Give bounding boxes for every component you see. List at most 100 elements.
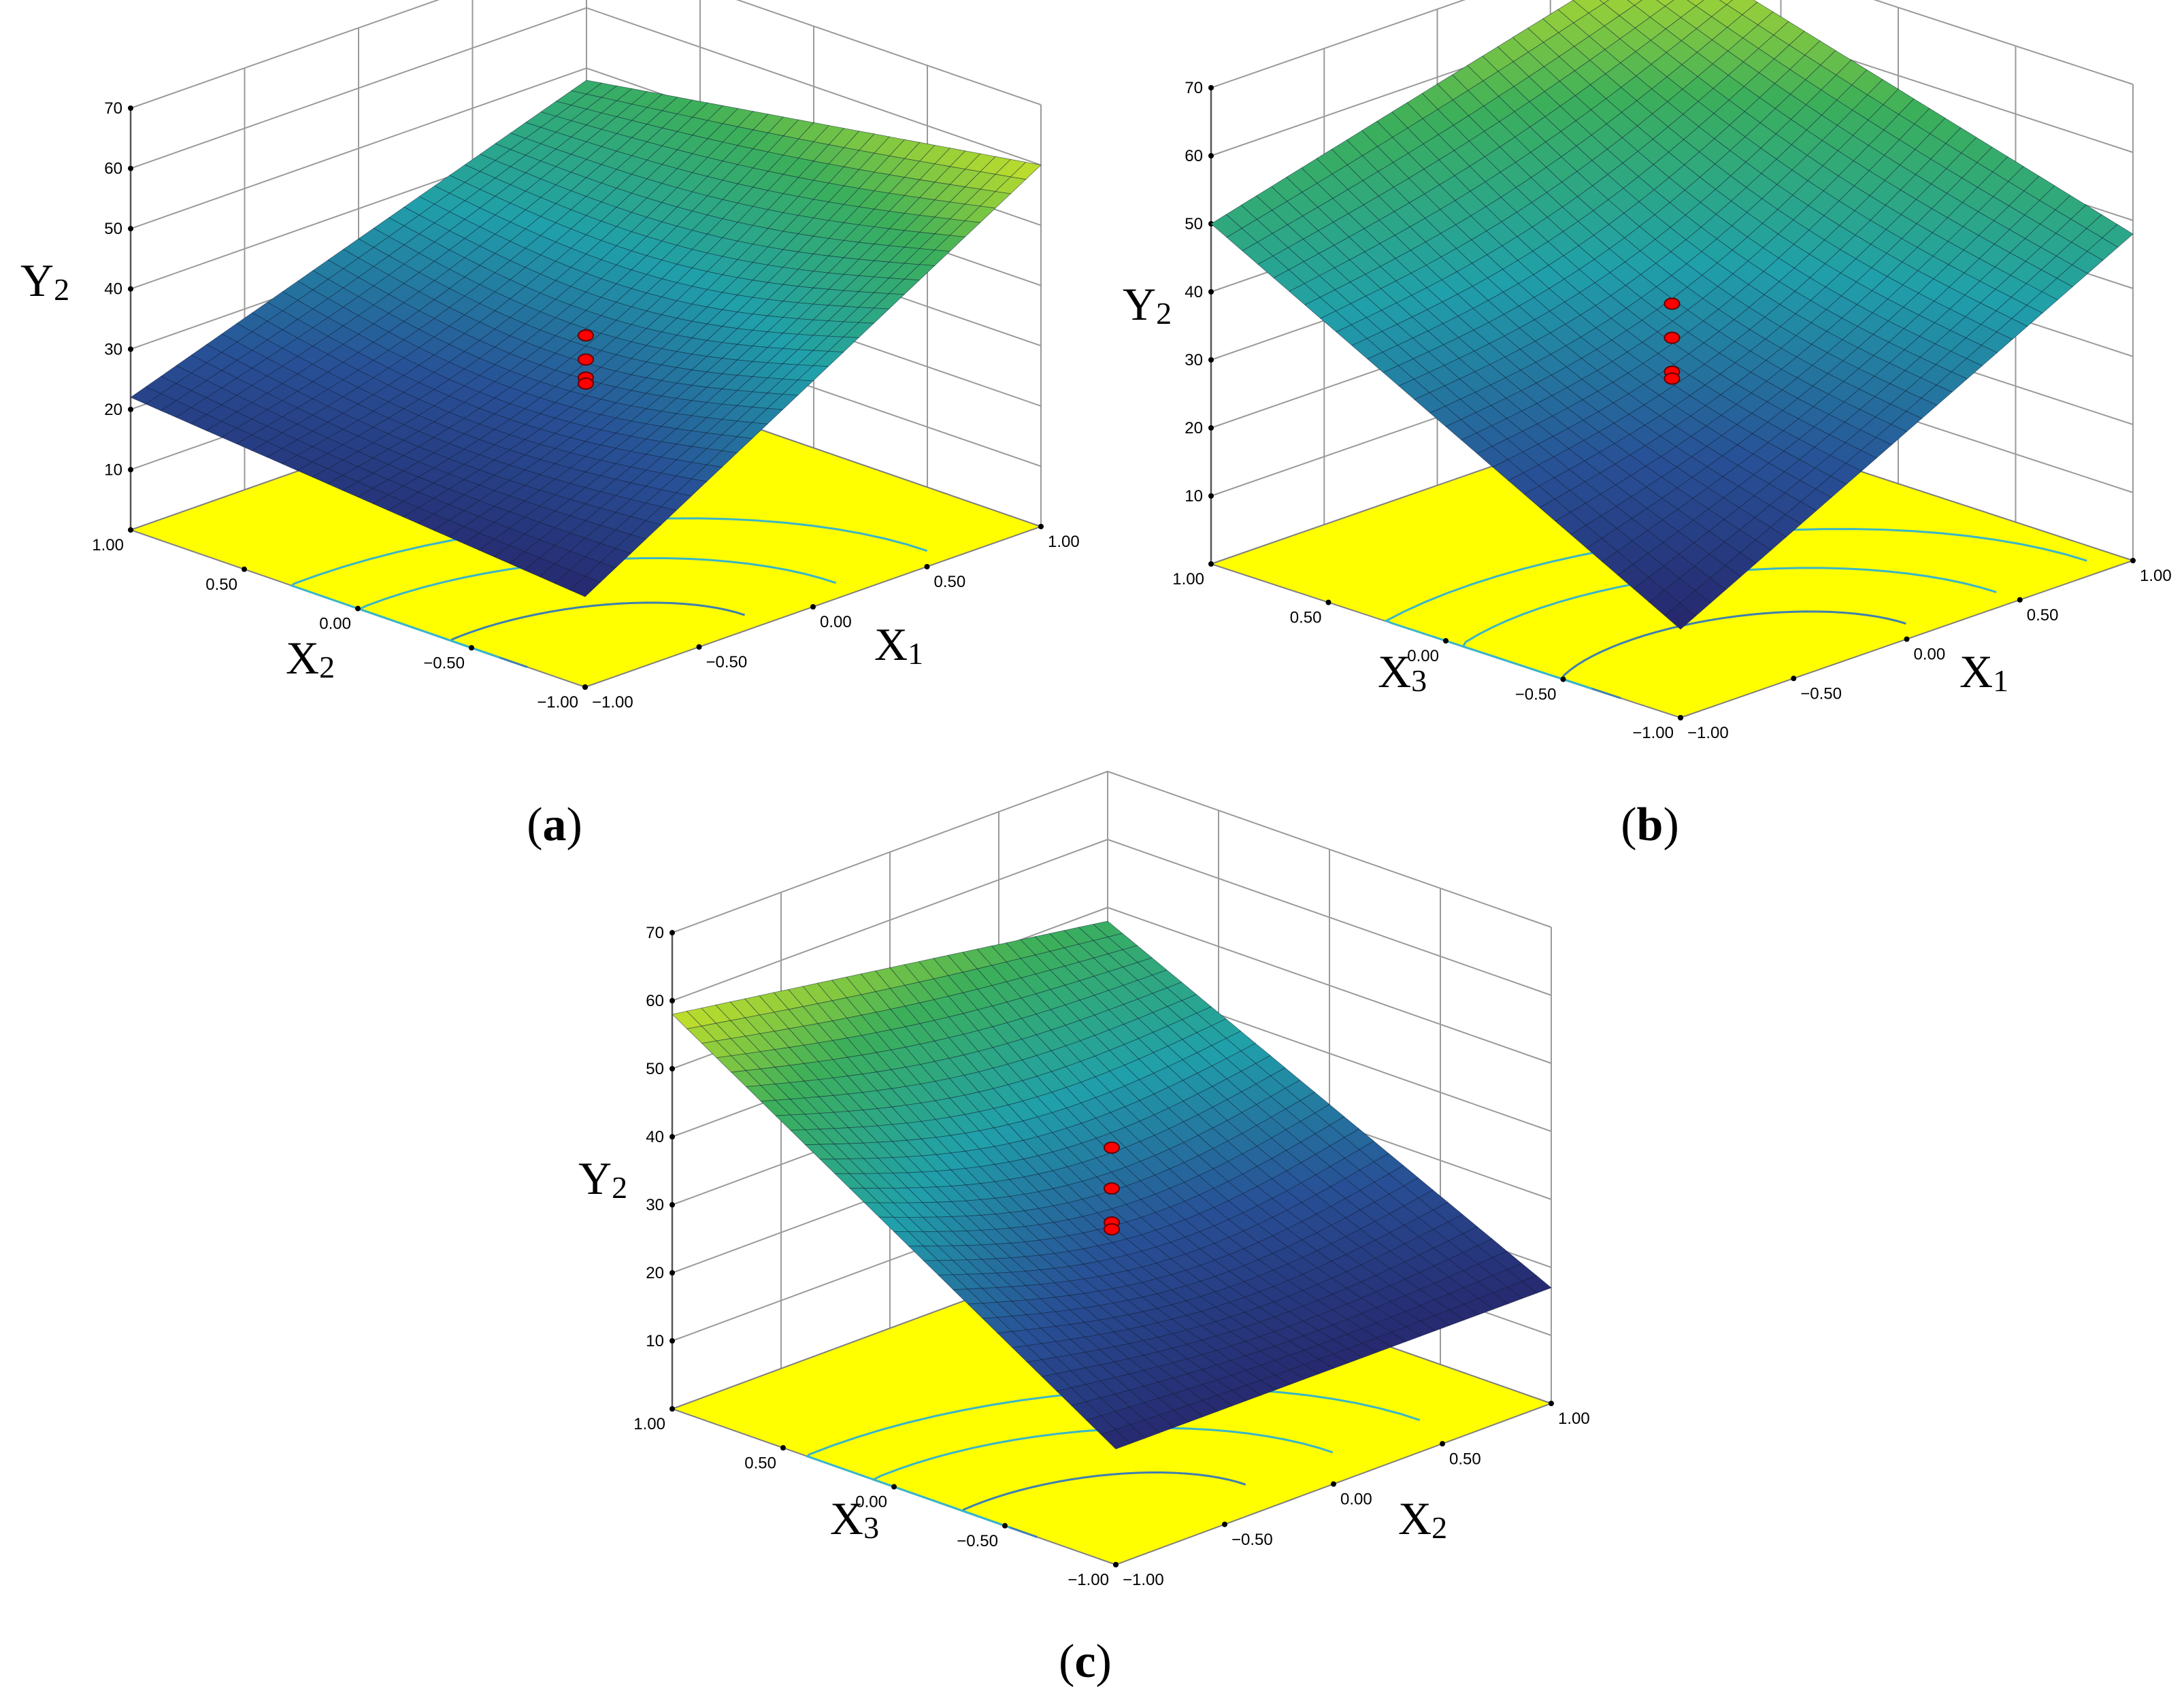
x-axis-tick	[1331, 1481, 1336, 1487]
contour-line	[1384, 528, 2087, 683]
y-axis-tick	[780, 1445, 786, 1451]
y-axis-title: X2	[286, 632, 335, 684]
panel-b: 10 20 30 40 50 60 70 −1.00 −0.50 0.00 0.50 1.00 −1.0…	[1123, 0, 2172, 851]
y-axis-tick-label: −1.00	[537, 693, 578, 712]
x-axis-tick-label: 1.00	[1048, 533, 1080, 551]
design-point	[578, 377, 594, 390]
z-tick	[1208, 425, 1214, 431]
y-axis-tick-label: −1.00	[1068, 1571, 1109, 1589]
y-axis-tick-label: 0.00	[319, 615, 351, 633]
z-tick	[669, 1134, 675, 1139]
z-tick-label: 10	[646, 1332, 664, 1350]
z-tick	[1208, 289, 1214, 295]
surface-cell	[1599, 0, 1610, 4]
x-axis-tick	[810, 604, 816, 610]
y-axis-tick-label: 1.00	[633, 1415, 665, 1433]
y-axis-tick	[891, 1484, 897, 1490]
y-axis-tick	[1443, 638, 1449, 644]
z-tick	[669, 1270, 675, 1276]
design-point	[1664, 331, 1681, 344]
z-tick	[669, 998, 675, 1003]
z-tick	[1208, 85, 1214, 90]
design-point	[1664, 372, 1681, 385]
y-axis-tick-label: −0.50	[1515, 686, 1557, 704]
y-axis-tick-label: 0.50	[205, 576, 237, 594]
z-tick	[1208, 357, 1214, 363]
x-axis-tick	[1440, 1441, 1445, 1447]
z-tick-label: 70	[1185, 79, 1203, 97]
z-tick-label: 30	[1185, 351, 1203, 369]
surface-cell	[1719, 0, 1733, 5]
y-axis-tick	[469, 645, 474, 651]
design-point	[1104, 1182, 1120, 1195]
z-tick	[1208, 493, 1214, 499]
z-tick-label: 70	[104, 99, 122, 118]
x-axis-title: X2	[1398, 1493, 1447, 1545]
z-tick	[669, 1202, 675, 1208]
y-axis-tick	[242, 566, 247, 572]
y-axis-tick-label: 1.00	[1172, 570, 1204, 588]
z-tick-label: 40	[1185, 283, 1203, 301]
wall-gridline	[130, 0, 1042, 109]
design-point	[578, 353, 594, 366]
x-axis-title: X1	[1959, 646, 2008, 698]
z-tick-label: 30	[646, 1196, 664, 1214]
z-tick	[128, 467, 133, 473]
panel-caption: (c)	[1059, 1635, 1112, 1688]
design-point	[1664, 297, 1681, 310]
surface-cell	[1100, 1429, 1131, 1450]
z-tick-label: 40	[104, 280, 122, 299]
x-axis-tick	[1549, 1401, 1554, 1406]
x-axis-tick-label: 0.00	[1914, 646, 1946, 664]
z-tick	[669, 930, 675, 935]
z-tick	[128, 226, 133, 232]
x-axis-tick	[2017, 597, 2023, 603]
x-axis-tick-label: 0.00	[820, 613, 852, 631]
z-tick-label: 20	[1185, 419, 1203, 437]
floor-contours	[290, 517, 928, 669]
y-axis-title: X3	[1378, 646, 1427, 698]
z-tick	[669, 1066, 675, 1071]
z-tick-label: 40	[646, 1128, 664, 1146]
x-axis-tick	[1791, 676, 1797, 682]
y-axis-tick	[1678, 715, 1683, 720]
x-axis-tick-label: −0.50	[1231, 1531, 1273, 1549]
x-axis-tick	[696, 644, 702, 650]
z-tick-label: 10	[104, 461, 122, 479]
surface-cell	[1627, 0, 1643, 6]
x-axis-tick-label: 0.50	[934, 573, 966, 591]
y-axis-tick	[669, 1406, 675, 1412]
x-axis-tick-label: −1.00	[1687, 724, 1729, 742]
z-tick	[128, 346, 133, 352]
z-tick-label: 30	[104, 340, 122, 359]
x-axis-tick	[924, 564, 930, 569]
z-tick-label: 50	[1185, 215, 1203, 233]
surface-cell	[1664, 603, 1696, 630]
z-axis-title: Y2	[20, 254, 69, 307]
z-tick-label: 20	[646, 1264, 664, 1282]
z-axis-title: Y2	[578, 1152, 627, 1205]
y-axis-tick-label: 0.50	[1290, 609, 1322, 627]
y-axis-tick	[582, 684, 588, 690]
z-tick-label: 50	[646, 1060, 664, 1078]
z-axis-title: Y2	[1123, 278, 1172, 331]
y-axis-tick-label: 0.50	[744, 1454, 776, 1472]
design-point	[578, 329, 594, 342]
x-axis-tick	[1904, 636, 1910, 642]
z-tick-label: 20	[104, 401, 122, 419]
panel-a: 10 20 30 40 50 60 70 −1.00 −0.50 0.00 0.50 1.00 −1.0…	[20, 0, 1080, 851]
surface-cell	[569, 576, 601, 597]
z-tick-label: 60	[1185, 147, 1203, 165]
y-axis-title: X3	[830, 1493, 879, 1545]
y-axis-tick	[128, 527, 133, 533]
panel-caption: (b)	[1621, 799, 1679, 851]
floor-contours	[1384, 528, 2087, 699]
y-axis-tick	[1113, 1562, 1119, 1567]
z-tick-label: 70	[646, 924, 664, 942]
design-point	[1104, 1223, 1120, 1235]
surface-cell	[1656, 0, 1674, 7]
x-axis-tick-label: 1.00	[2140, 567, 2172, 585]
y-axis-tick-label: 1.00	[92, 536, 124, 554]
contour-line	[290, 517, 928, 652]
